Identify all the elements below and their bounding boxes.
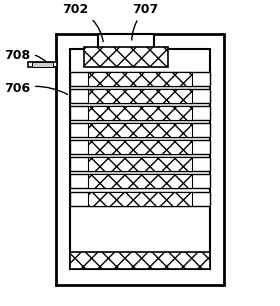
Bar bbox=[70, 174, 210, 188]
Bar bbox=[88, 89, 192, 103]
Bar bbox=[70, 72, 210, 86]
Text: 707: 707 bbox=[132, 3, 159, 40]
Bar bbox=[70, 192, 210, 206]
Bar bbox=[70, 89, 210, 103]
Bar bbox=[88, 192, 192, 206]
Bar bbox=[98, 34, 154, 49]
Bar bbox=[88, 140, 192, 154]
Bar bbox=[88, 157, 192, 171]
Bar bbox=[70, 252, 210, 269]
Bar bbox=[88, 123, 192, 137]
Text: 702: 702 bbox=[62, 3, 103, 42]
Bar bbox=[70, 123, 210, 137]
Text: 708: 708 bbox=[4, 49, 47, 63]
Bar bbox=[70, 157, 210, 171]
Bar bbox=[88, 106, 192, 120]
Bar bbox=[70, 49, 210, 269]
Bar bbox=[32, 62, 53, 67]
Bar bbox=[70, 140, 210, 154]
Bar bbox=[56, 34, 224, 285]
Text: 706: 706 bbox=[4, 82, 67, 95]
Bar bbox=[88, 174, 192, 188]
Bar bbox=[70, 106, 210, 120]
Bar bbox=[88, 72, 192, 86]
Bar bbox=[28, 62, 57, 67]
Bar bbox=[84, 47, 168, 67]
